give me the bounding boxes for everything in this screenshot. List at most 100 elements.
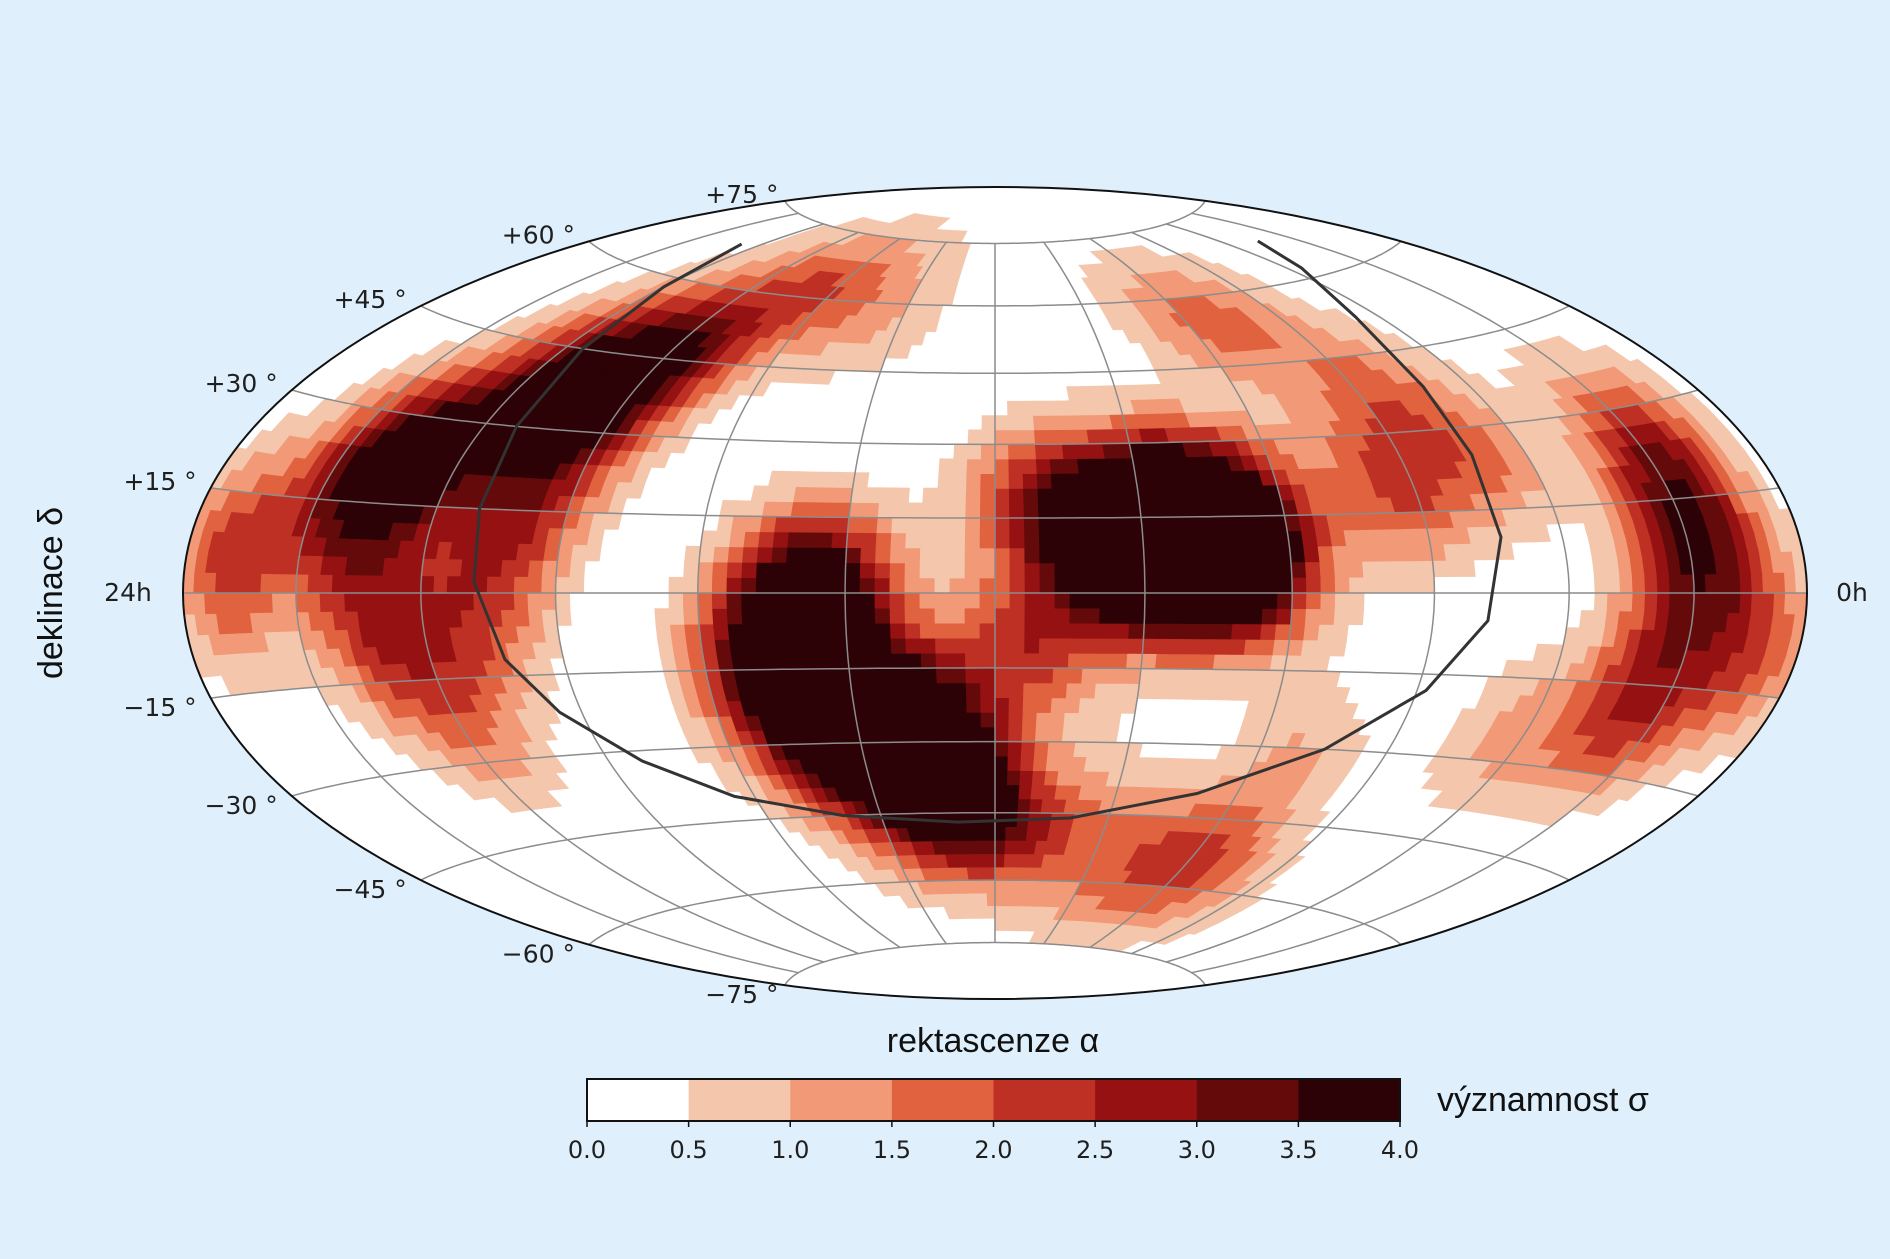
heatmap-cell [1201,623,1219,640]
heatmap-cell [758,531,776,548]
heatmap-cell [924,712,941,728]
heatmap-cell [1405,576,1421,594]
heatmap-cell [817,653,835,670]
heatmap-cell [994,892,1004,907]
heatmap-cell [331,592,346,612]
heatmap-cell [1034,726,1051,743]
heatmap-cell [669,623,687,641]
heatmap-cell [922,682,939,699]
heatmap-cell [949,592,966,609]
heatmap-cell [981,755,996,771]
heatmap-cell [957,784,972,800]
heatmap-cell [892,667,909,684]
heatmap-cell [1048,443,1065,460]
heatmap-cell [1349,576,1365,594]
heatmap-cell [980,697,996,713]
heatmap-cell [874,577,891,594]
heatmap-cell [994,853,1006,868]
heatmap-cell [756,623,774,640]
heatmap-cell [730,654,749,671]
heatmap-cell [1084,607,1101,624]
heatmap-cell [964,592,981,609]
heatmap-cell [1150,683,1169,700]
heatmap-cell [1212,653,1231,671]
heatmap-cell [994,473,1010,489]
heatmap-cell [1008,443,1023,460]
heatmap-cell [1144,577,1161,594]
heatmap-cell [919,547,936,564]
heatmap-cell [741,577,757,594]
heatmap-cell [1629,358,1662,380]
heatmap-cell [1290,608,1307,625]
heatmap-cell [1305,576,1322,594]
declination-tick-labels: +75 ° +60 ° +45 ° +30 ° +15 ° −15 ° −30 ° −45 °… [123,180,778,1009]
heatmap-cell [1172,622,1190,640]
heatmap-cell [1077,712,1094,729]
heatmap-cell [1039,577,1056,594]
heatmap-cell [541,576,557,594]
heatmap-cell [1188,607,1205,625]
heatmap-cell [1024,547,1041,564]
dec-tick-label: +15 ° [123,467,196,496]
heatmap-cell [655,623,673,641]
heatmap-cell [1067,517,1085,534]
heatmap-cell [1631,592,1646,612]
heatmap-cell [1288,623,1306,641]
heatmap-cell [420,592,435,611]
heatmap-cell [657,639,675,657]
heatmap-cell [344,574,359,594]
heatmap-cell [1231,623,1248,640]
heatmap-cell [684,545,702,563]
colorbar-swatch [688,1079,791,1121]
heatmap-cell [1068,547,1086,564]
heatmap-cell [394,574,409,594]
heatmap-cell [1031,770,1047,786]
meridian-line [1191,212,1695,974]
heatmap-cell [1377,576,1393,594]
heatmap-cell [921,502,938,519]
heatmap-cell [1084,577,1101,594]
heatmap-cell [711,577,728,594]
heatmap-cell [821,683,840,700]
heatmap-cell [1578,610,1595,629]
heatmap-cell [889,547,907,564]
heatmap-cell [860,637,878,654]
heatmap-cell [713,623,730,640]
heatmap-cell [964,517,981,534]
heatmap-cell [1006,784,1021,800]
heatmap-cell [934,547,951,564]
heatmap-cell [1054,622,1071,639]
heatmap-cell [1039,547,1056,564]
heatmap-cell [1096,652,1114,669]
heatmap-cell [891,517,908,534]
heatmap-cell [834,501,852,518]
heatmap-cell [1039,622,1056,639]
heatmap-cell [864,487,882,504]
heatmap-cell [1048,726,1065,743]
heatmap-cell [1006,798,1020,814]
heatmap-cell [1024,592,1041,609]
heatmap-cell [1066,667,1084,684]
heatmap-cell [935,652,952,669]
heatmap-cell [983,826,996,841]
heatmap-cell [786,623,803,640]
heatmap-cell [889,562,906,579]
heatmap-cell [965,487,982,504]
meridian-line [844,241,947,945]
heatmap-cell [801,638,819,655]
heatmap-cell [726,561,744,579]
dec-tick-label: −60 ° [502,940,575,969]
heatmap-cell [1017,798,1032,814]
heatmap-cell [1360,544,1378,562]
heatmap-cell [756,607,773,625]
heatmap-cell [986,892,996,907]
heatmap-cell [949,622,966,639]
heatmap-cell [1171,531,1189,548]
heatmap-cell [816,531,834,548]
heatmap-cell [1276,592,1293,610]
heatmap-cell [816,638,834,655]
heatmap-cell [555,576,571,594]
heatmap-cell [936,487,953,504]
heatmap-cell [527,576,543,594]
heatmap-cell [1418,560,1435,578]
